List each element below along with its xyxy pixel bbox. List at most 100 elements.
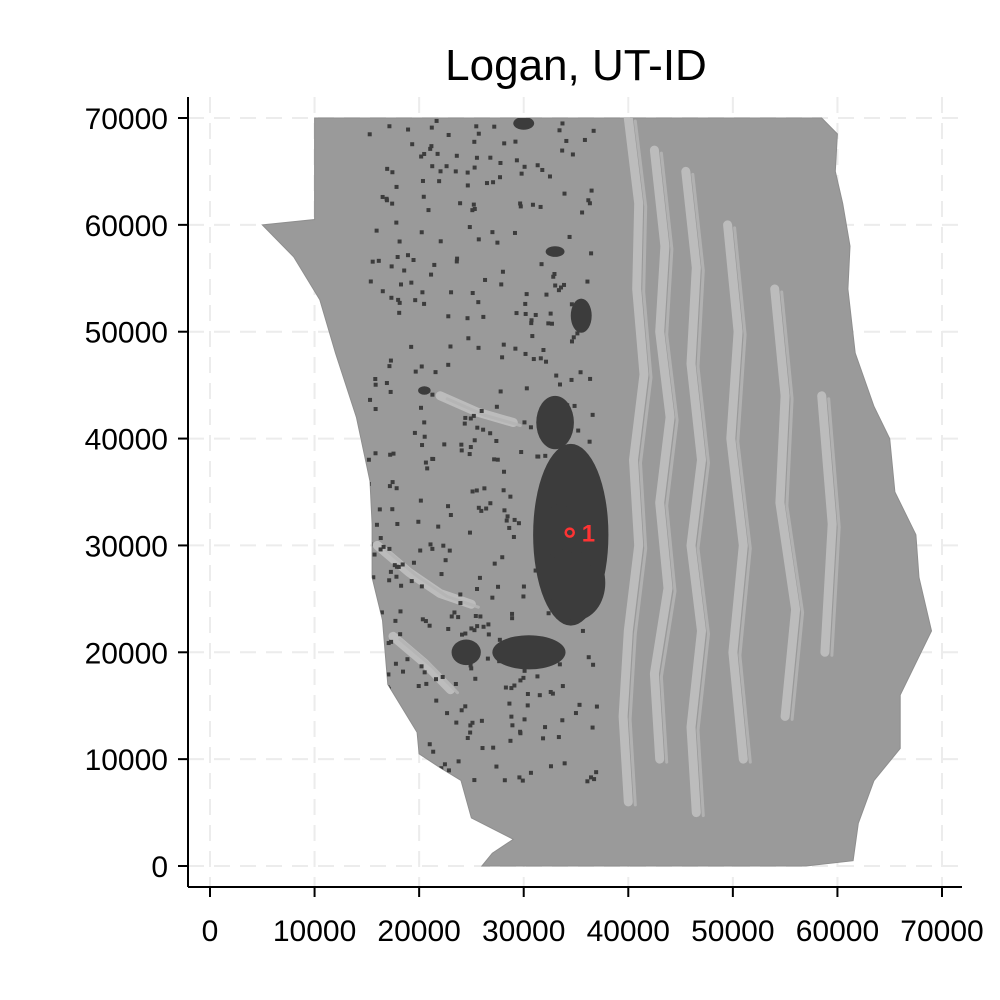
urban-speckle bbox=[541, 642, 546, 647]
urban-speckle bbox=[385, 166, 390, 171]
urban-speckle bbox=[427, 623, 432, 628]
urban-speckle bbox=[498, 389, 503, 394]
urban-speckle bbox=[376, 258, 381, 263]
urban-speckle bbox=[529, 318, 534, 323]
urban-speckle bbox=[409, 280, 414, 285]
urban-speckle bbox=[402, 268, 407, 273]
map-region-layer bbox=[261, 117, 933, 867]
urban-speckle bbox=[429, 125, 434, 130]
urban-speckle bbox=[543, 725, 548, 730]
urban-speckle bbox=[554, 373, 559, 378]
urban-speckle bbox=[535, 674, 540, 679]
urban-speckle bbox=[497, 637, 502, 642]
urban-speckle bbox=[420, 617, 425, 622]
urban-speckle bbox=[454, 720, 459, 725]
urban-speckle bbox=[537, 693, 542, 698]
mountain-ridge-shadow-0 bbox=[628, 119, 653, 807]
urban-speckle bbox=[465, 183, 470, 188]
mountain-ridge-4 bbox=[770, 284, 801, 721]
urban-speckle bbox=[472, 438, 477, 443]
urban-speckle bbox=[509, 714, 514, 719]
urban-speckle bbox=[439, 766, 444, 771]
urban-speckle bbox=[474, 124, 479, 129]
urban-speckle bbox=[396, 564, 401, 569]
urban-speckle bbox=[413, 298, 418, 303]
urban-speckle bbox=[479, 408, 484, 413]
urban-speckle bbox=[390, 480, 395, 485]
urban-speckle bbox=[492, 561, 497, 566]
urban-speckle bbox=[444, 164, 449, 169]
urban-speckle bbox=[502, 508, 507, 513]
urban-speckle bbox=[389, 264, 394, 269]
urban-speckle bbox=[481, 314, 486, 319]
urban-speckle bbox=[522, 420, 527, 425]
urban-speckle bbox=[548, 689, 553, 694]
urban-speckle bbox=[590, 725, 595, 730]
urban-speckle bbox=[416, 684, 421, 689]
urban-speckle bbox=[560, 586, 565, 591]
urban-speckle bbox=[384, 196, 389, 201]
urban-speckle bbox=[504, 518, 509, 523]
urban-speckle bbox=[463, 704, 468, 709]
urban-speckle bbox=[468, 663, 473, 668]
urban-speckle bbox=[388, 569, 393, 574]
urban-speckle bbox=[459, 442, 464, 447]
urban-speckle bbox=[381, 544, 386, 549]
mountain-ridge-1 bbox=[649, 145, 675, 764]
urban-speckle bbox=[495, 240, 500, 245]
urban-speckle bbox=[525, 703, 530, 708]
urban-speckle bbox=[388, 452, 393, 457]
urban-speckle bbox=[391, 451, 396, 456]
urban-speckle bbox=[535, 163, 540, 168]
marker-label-0: 1 bbox=[582, 521, 595, 548]
urban-speckle bbox=[448, 513, 453, 518]
urban-speckle bbox=[518, 204, 523, 209]
urban-speckle bbox=[394, 486, 399, 491]
urban-speckle bbox=[490, 595, 495, 600]
urban-area-2 bbox=[546, 545, 606, 621]
urban-speckle bbox=[458, 601, 463, 606]
urban-speckle bbox=[585, 279, 590, 284]
y-tick-label-1: 10000 bbox=[85, 744, 168, 777]
urban-speckle bbox=[419, 154, 424, 159]
urban-speckle bbox=[585, 579, 590, 584]
urban-speckle bbox=[547, 595, 552, 600]
urban-speckle bbox=[530, 202, 535, 207]
urban-speckle bbox=[385, 735, 390, 740]
urban-speckle bbox=[367, 132, 372, 137]
urban-speckle bbox=[448, 344, 453, 349]
urban-speckle bbox=[560, 684, 565, 689]
urban-speckle bbox=[556, 500, 561, 505]
urban-speckle bbox=[586, 655, 591, 660]
urban-speckle bbox=[538, 356, 543, 361]
urban-speckle bbox=[419, 584, 424, 589]
urban-speckle bbox=[387, 546, 392, 551]
urban-speckle bbox=[422, 420, 427, 425]
urban-speckle bbox=[443, 558, 448, 563]
urban-speckle bbox=[502, 469, 507, 474]
urban-speckle bbox=[380, 194, 385, 199]
urban-speckle bbox=[592, 777, 597, 782]
urban-speckle bbox=[500, 555, 505, 560]
urban-speckle bbox=[430, 164, 435, 169]
mountain-ridge-shadow-6 bbox=[382, 546, 480, 609]
urban-speckle bbox=[521, 594, 526, 599]
urban-speckle bbox=[541, 348, 546, 353]
urban-speckle bbox=[386, 641, 391, 646]
urban-speckle bbox=[564, 138, 569, 143]
urban-speckle bbox=[475, 425, 480, 430]
urban-speckle bbox=[552, 249, 557, 254]
urban-areas bbox=[366, 118, 609, 784]
urban-speckle bbox=[465, 170, 470, 175]
urban-speckle bbox=[547, 174, 552, 179]
urban-speckle bbox=[463, 415, 468, 420]
urban-speckle bbox=[512, 517, 517, 522]
urban-speckle bbox=[538, 204, 543, 209]
urban-speckle bbox=[511, 534, 516, 539]
urban-speckle bbox=[468, 445, 473, 450]
urban-speckle bbox=[484, 181, 489, 186]
urban-speckle bbox=[395, 770, 400, 775]
marker-layer: 1 bbox=[564, 521, 595, 548]
urban-speckle bbox=[497, 659, 502, 664]
urban-speckle bbox=[510, 611, 515, 616]
